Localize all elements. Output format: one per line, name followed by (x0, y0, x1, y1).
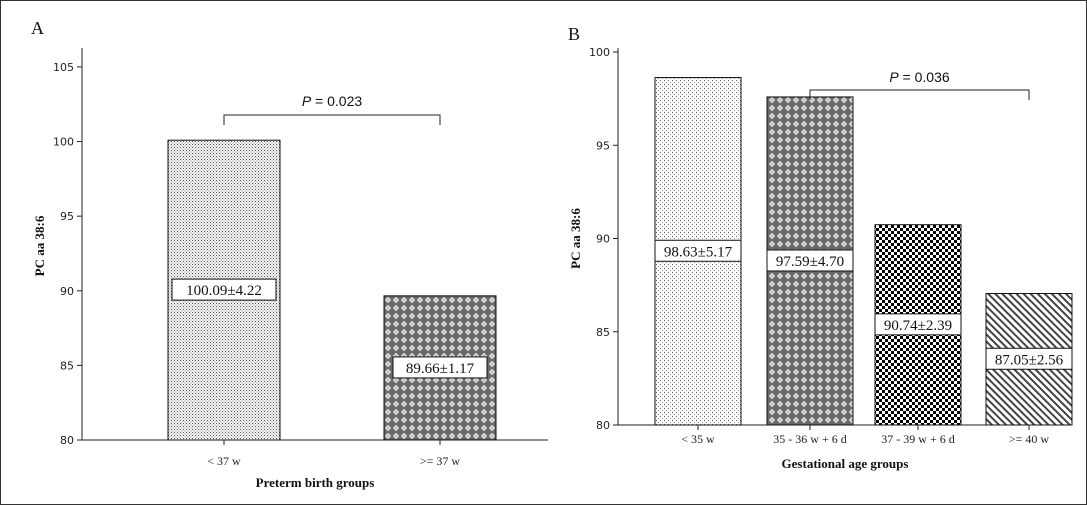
significance-bracket (809, 89, 1030, 100)
data-label: 97.59±4.70 (776, 254, 844, 270)
y-axis-title: PC aa 38:6 (568, 208, 583, 269)
y-tick-label: 85 (60, 359, 74, 372)
data-label-box (874, 313, 962, 336)
x-tick-label: < 37 w (207, 454, 241, 468)
x-tick-label: >= 40 w (1009, 432, 1050, 446)
data-label-box (392, 356, 488, 379)
y-tick-label: 100 (589, 46, 610, 59)
panel-a-chart: 80 85 90 95 100 105 < 37 w 100.09±4.22 >= 37 w 89… (32, 48, 548, 490)
x-tick-label: >= 37 w (420, 454, 461, 468)
y-tick-label: 90 (60, 285, 74, 298)
y-tick-label: 105 (53, 61, 74, 74)
y-axis-title: PC aa 38:6 (32, 215, 47, 276)
x-tick-label: 37 - 39 w + 6 d (881, 432, 954, 446)
x-tick-label: < 35 w (681, 432, 715, 446)
data-label: 100.09±4.22 (186, 283, 262, 299)
y-tick-label: 80 (60, 434, 74, 447)
x-tick-label: 35 - 36 w + 6 d (773, 432, 846, 446)
data-label: 87.05±2.56 (995, 352, 1064, 368)
p-value-annotation: P = 0.036 (889, 69, 950, 85)
data-label-box (766, 249, 854, 272)
data-label: 98.63±5.17 (664, 244, 733, 260)
data-label-box (985, 347, 1073, 370)
y-tick-label: 95 (60, 210, 74, 223)
y-tick-label: 80 (596, 419, 610, 432)
p-value-letter: P (889, 69, 899, 85)
panel-label-b: B (568, 24, 580, 44)
p-value-text: = 0.036 (899, 69, 950, 85)
y-tick-label: 90 (596, 233, 610, 246)
p-value-letter: P (302, 93, 312, 109)
data-label: 89.66±1.17 (406, 361, 475, 377)
data-label-box (171, 278, 277, 301)
data-label-box (654, 239, 742, 262)
significance-bracket (223, 114, 441, 125)
y-tick-label: 100 (53, 136, 74, 149)
x-axis-title: Preterm birth groups (256, 475, 375, 490)
x-axis-title: Gestational age groups (782, 456, 909, 471)
data-label: 90.74±2.39 (884, 318, 952, 334)
panel-b-chart: 80 85 90 95 100 < 35 w 98.63±5.17 35 - 36 w + 6… (568, 46, 1073, 471)
y-tick-label: 95 (596, 139, 610, 152)
p-value-annotation: P = 0.023 (302, 93, 363, 109)
panel-label-a: A (31, 18, 44, 38)
p-value-text: = 0.023 (311, 93, 362, 109)
y-tick-label: 85 (596, 326, 610, 339)
